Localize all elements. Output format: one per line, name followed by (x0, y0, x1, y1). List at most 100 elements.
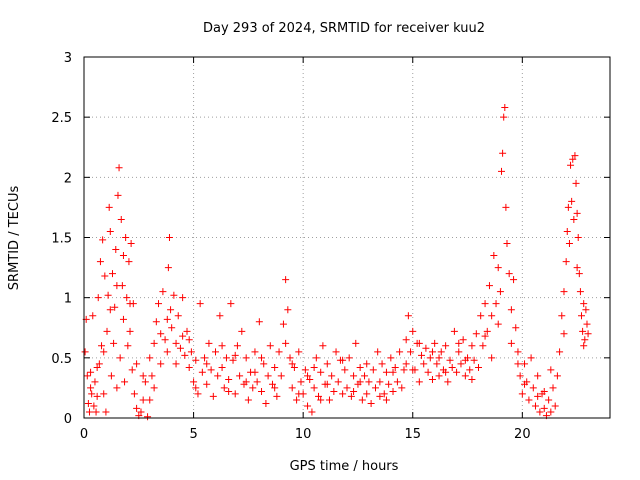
data-point (527, 354, 535, 362)
data-point (194, 390, 202, 398)
data-point (170, 291, 178, 299)
data-point (89, 312, 97, 320)
data-point (512, 324, 520, 332)
data-point (102, 408, 110, 416)
y-tick-label: 0 (64, 412, 72, 427)
data-point (575, 270, 583, 278)
data-point (139, 372, 147, 380)
data-point (123, 294, 131, 302)
data-point (455, 348, 463, 356)
data-point (310, 363, 318, 371)
data-point (127, 240, 135, 248)
data-point (264, 372, 272, 380)
data-point (545, 396, 553, 404)
data-point (203, 360, 211, 368)
data-point (525, 396, 533, 404)
data-point (253, 378, 261, 386)
data-point (139, 396, 147, 404)
data-point (304, 402, 312, 410)
data-point (442, 342, 450, 350)
data-point (255, 318, 263, 326)
data-point (148, 372, 156, 380)
data-point (104, 291, 112, 299)
data-point (475, 363, 482, 371)
data-point (418, 351, 426, 359)
data-point (108, 270, 116, 278)
data-point (304, 372, 312, 380)
data-point (203, 380, 211, 388)
data-point (352, 339, 360, 347)
data-point (192, 384, 200, 392)
data-point (90, 402, 98, 410)
data-point (380, 390, 388, 398)
data-point (119, 252, 127, 260)
data-point (83, 372, 91, 380)
data-point (365, 378, 373, 386)
data-point (485, 282, 493, 290)
data-point (172, 339, 180, 347)
data-point (105, 203, 113, 211)
data-point (152, 318, 160, 326)
data-point (339, 356, 347, 364)
data-point (574, 234, 582, 241)
data-point (192, 356, 200, 364)
data-point (167, 306, 175, 314)
data-point (174, 312, 182, 320)
data-point (164, 264, 172, 272)
data-point (301, 366, 309, 374)
data-point (437, 348, 445, 356)
data-point (106, 306, 114, 314)
data-point (409, 327, 417, 335)
data-point (371, 384, 379, 392)
data-point (518, 390, 526, 398)
data-point (572, 179, 580, 187)
data-point (325, 396, 333, 404)
x-tick-label: 5 (189, 427, 197, 442)
data-point (100, 348, 108, 356)
data-point (262, 400, 270, 408)
data-point (547, 408, 555, 416)
data-point (393, 378, 401, 386)
data-point (358, 396, 366, 404)
data-point (494, 320, 502, 328)
data-point (93, 363, 101, 371)
grid-lines (84, 57, 610, 418)
data-point (187, 348, 195, 356)
data-point (214, 372, 222, 380)
data-point (581, 336, 589, 344)
data-point (323, 380, 331, 388)
data-point (568, 197, 576, 205)
data-point (81, 348, 89, 356)
data-point (516, 372, 524, 380)
data-point (433, 360, 441, 368)
data-point (244, 396, 252, 404)
data-point (501, 104, 509, 112)
data-point (242, 378, 250, 386)
data-point (382, 368, 390, 376)
data-point (549, 384, 557, 392)
data-point (330, 388, 338, 396)
data-point (95, 360, 103, 368)
data-point (540, 388, 548, 396)
data-point (176, 344, 184, 352)
data-point (450, 327, 458, 335)
data-point (150, 384, 158, 392)
x-tick-label: 20 (514, 427, 531, 442)
data-point (448, 363, 456, 371)
data-point (389, 368, 397, 376)
data-point (258, 354, 266, 362)
data-point (560, 330, 568, 338)
data-point (483, 327, 491, 335)
data-point (218, 363, 226, 371)
data-point (378, 360, 386, 368)
data-point (185, 363, 193, 371)
data-point (117, 215, 125, 223)
data-point (181, 351, 189, 359)
data-point (396, 348, 404, 356)
data-point (369, 366, 377, 374)
data-point (87, 384, 95, 392)
data-point (236, 372, 244, 380)
data-point (124, 342, 132, 350)
data-point (150, 339, 158, 347)
data-point (560, 288, 568, 296)
